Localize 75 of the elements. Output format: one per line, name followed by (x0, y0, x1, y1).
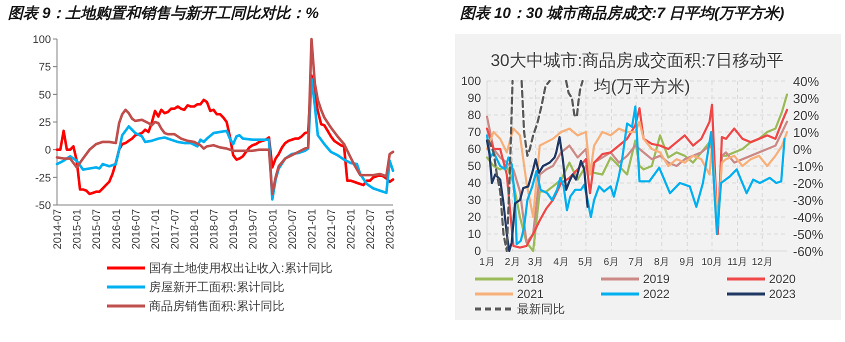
y-tick-label: -50 (35, 200, 51, 212)
x-tick-label: 10月 (701, 257, 723, 268)
x-tick-label: 2020-01 (267, 209, 280, 250)
x-tick-label: 5月 (578, 257, 594, 268)
y-tick-label: 40 (468, 176, 482, 190)
x-tick-label: 2021-01 (306, 209, 318, 250)
legend-label: 房屋新开工面积:累计同比 (149, 280, 284, 294)
y-tick-label: 80 (468, 108, 482, 122)
y-tick-label: 75 (38, 62, 51, 74)
x-tick-label: 7月 (628, 257, 644, 268)
x-tick-label: 2019-01 (228, 209, 240, 250)
line-series (486, 120, 788, 227)
y2-tick-label: -30% (793, 193, 824, 208)
x-tick-label: 2019-07 (248, 209, 260, 250)
legend-label: 2019 (643, 272, 670, 286)
y2-tick-label: 0% (793, 142, 812, 157)
x-tick-label: 2022-07 (364, 209, 377, 250)
y2-tick-label: -10% (793, 159, 824, 174)
y2-tick-label: -60% (793, 244, 824, 259)
chart-title: 图表 9：土地购置和销售与新开工同比对比：% (8, 4, 319, 22)
y-tick-label: 60 (468, 142, 482, 156)
y2-tick-label: 30% (793, 91, 820, 106)
y2-tick-label: -40% (793, 210, 824, 225)
legend-label: 最新同比 (517, 302, 565, 316)
x-tick-label: 2016-07 (130, 209, 142, 250)
x-tick-label: 2020-07 (286, 209, 299, 250)
x-tick-label: 2018-07 (208, 209, 220, 250)
legend-label: 2018 (517, 272, 544, 286)
y2-tick-label: 10% (793, 125, 820, 140)
y-tick-label: 0 (44, 144, 51, 157)
x-tick-label: 3月 (528, 257, 544, 268)
x-tick-label: 12月 (752, 257, 773, 268)
y-tick-label: 0 (474, 244, 482, 258)
legend-label: 2020 (769, 272, 796, 286)
x-tick-label: 2023-01 (384, 209, 397, 250)
legend-label: 2021 (517, 287, 544, 301)
y-tick-label: 50 (468, 159, 482, 173)
y-tick-label: 90 (468, 91, 482, 105)
y-tick-label: 30 (468, 193, 482, 207)
legend-label: 国有土地使用权出让收入:累计同比 (149, 261, 332, 275)
y2-tick-label: 20% (793, 108, 820, 123)
x-tick-label: 2015-01 (72, 209, 84, 250)
x-tick-label: 2018-01 (189, 209, 202, 250)
x-tick-label: 2月 (504, 257, 520, 268)
x-tick-label: 2016-01 (110, 209, 123, 250)
line-series (56, 38, 394, 196)
y-tick-label: 100 (32, 34, 51, 46)
legend-label: 2023 (769, 287, 796, 301)
line-series (486, 136, 589, 252)
chart-title: 图表 10：30 城市商品房成交:7 日平均(万平方米) (460, 4, 784, 22)
x-tick-label: 8月 (654, 257, 670, 268)
y2-tick-label: 40% (793, 74, 820, 89)
x-tick-label: 2014-07 (52, 209, 64, 250)
y-tick-label: 100 (460, 74, 482, 88)
x-tick-label: 9月 (679, 257, 696, 268)
y-tick-label: 10 (468, 227, 482, 241)
x-tick-label: 2017-01 (150, 209, 162, 250)
x-tick-label: 2017-07 (169, 209, 182, 250)
y-tick-label: 70 (468, 125, 482, 139)
y-tick-label: 20 (468, 210, 482, 224)
y-tick-label: -25 (35, 172, 51, 184)
y2-tick-label: -20% (793, 176, 824, 191)
y-tick-label: 50 (38, 89, 51, 102)
x-tick-label: 11月 (727, 257, 748, 268)
y-tick-label: 25 (38, 117, 51, 129)
legend-label: 2022 (643, 287, 670, 301)
y2-tick-label: -50% (793, 227, 824, 242)
chart-subtitle: 30大中城市:商品房成交面积:7日移动平均(万平方米) (490, 51, 784, 96)
x-tick-label: 2015-07 (91, 209, 104, 250)
x-tick-label: 1月 (479, 257, 495, 268)
x-tick-label: 2022-01 (346, 209, 358, 250)
legend-label: 商品房销售面积:累计同比 (149, 299, 284, 313)
x-tick-label: 2021-07 (326, 209, 338, 250)
x-tick-label: 6月 (604, 257, 620, 268)
x-tick-label: 4月 (553, 257, 569, 268)
